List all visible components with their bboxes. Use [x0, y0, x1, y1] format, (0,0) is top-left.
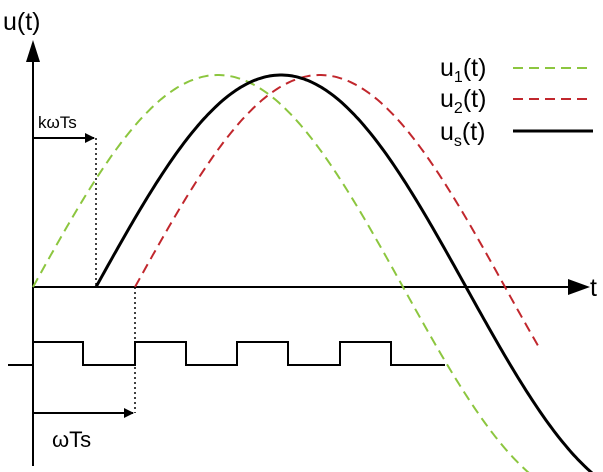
- legend-label-us: us(t): [440, 118, 486, 150]
- delay-label-k: kωTs: [38, 113, 77, 132]
- y-axis-label: u(t): [3, 8, 41, 36]
- us-curve: [94, 73, 594, 472]
- u2-curve: [134, 74, 540, 348]
- u1-curve: [32, 74, 530, 472]
- legend-label-u1: u1(t): [440, 54, 486, 86]
- delay-label-one: ωTs: [52, 427, 91, 452]
- legend: u1(t) u2(t) us(t): [440, 54, 593, 150]
- y-axis-arrowhead: [26, 40, 40, 62]
- x-axis-label: t: [590, 274, 597, 302]
- legend-label-u2: u2(t): [440, 85, 486, 117]
- square-wave: [8, 341, 445, 366]
- legend-entry-u1: u1(t): [440, 54, 593, 86]
- legend-entry-us: us(t): [440, 118, 593, 150]
- x-axis-arrowhead: [568, 279, 590, 295]
- legend-entry-u2: u2(t): [440, 85, 593, 117]
